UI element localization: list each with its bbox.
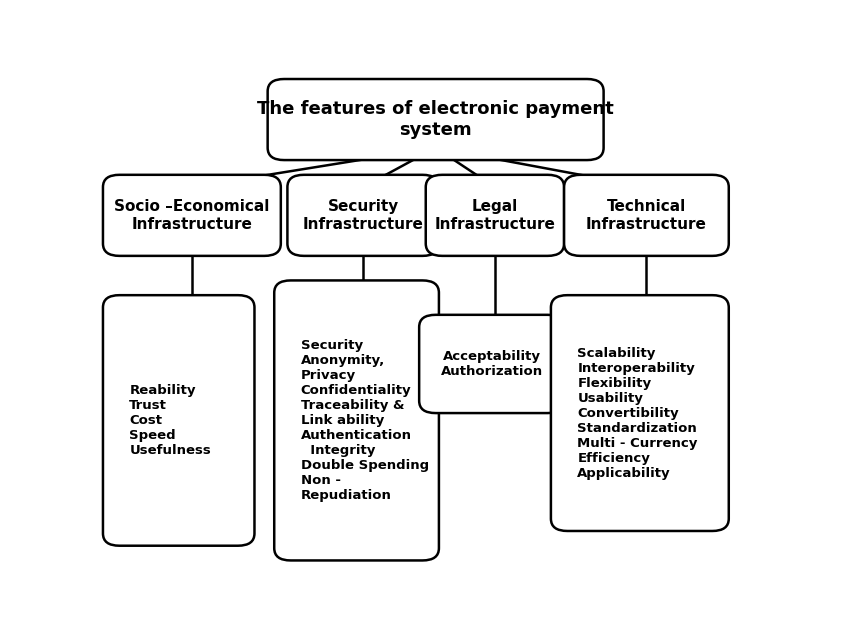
FancyBboxPatch shape xyxy=(103,295,254,545)
FancyBboxPatch shape xyxy=(419,315,564,413)
FancyBboxPatch shape xyxy=(103,175,280,256)
Text: Reability
Trust
Cost
Speed
Usefulness: Reability Trust Cost Speed Usefulness xyxy=(129,384,211,457)
FancyBboxPatch shape xyxy=(287,175,439,256)
FancyBboxPatch shape xyxy=(275,281,439,560)
Text: The features of electronic payment
system: The features of electronic payment syste… xyxy=(258,100,614,139)
FancyBboxPatch shape xyxy=(268,79,604,160)
FancyBboxPatch shape xyxy=(426,175,564,256)
Text: Legal
Infrastructure: Legal Infrastructure xyxy=(434,199,555,232)
Text: Security
Anonymity,
Privacy
Confidentiality
Traceability &
Link ability
Authenti: Security Anonymity, Privacy Confidential… xyxy=(301,339,428,502)
Text: Acceptability
Authorization: Acceptability Authorization xyxy=(440,350,542,378)
Text: Security
Infrastructure: Security Infrastructure xyxy=(303,199,423,232)
Text: Scalability
Interoperability
Flexibility
Usability
Convertibility
Standardizatio: Scalability Interoperability Flexibility… xyxy=(577,346,698,480)
FancyBboxPatch shape xyxy=(564,175,728,256)
FancyBboxPatch shape xyxy=(551,295,728,531)
Text: Technical
Infrastructure: Technical Infrastructure xyxy=(586,199,707,232)
Text: Socio –Economical
Infrastructure: Socio –Economical Infrastructure xyxy=(114,199,269,232)
